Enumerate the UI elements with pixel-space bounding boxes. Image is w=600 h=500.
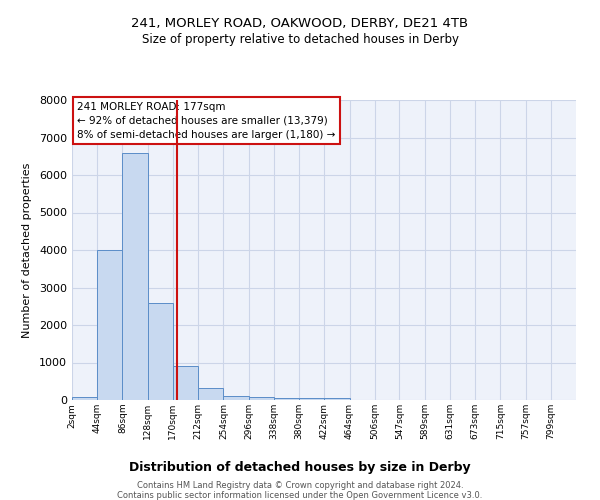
Text: Size of property relative to detached houses in Derby: Size of property relative to detached ho… <box>142 32 458 46</box>
Bar <box>173 366 198 400</box>
Bar <box>299 398 325 400</box>
Bar <box>148 302 173 400</box>
Y-axis label: Number of detached properties: Number of detached properties <box>22 162 32 338</box>
Text: Contains HM Land Registry data © Crown copyright and database right 2024.: Contains HM Land Registry data © Crown c… <box>137 480 463 490</box>
Text: Distribution of detached houses by size in Derby: Distribution of detached houses by size … <box>129 461 471 474</box>
Bar <box>248 397 274 400</box>
Bar <box>325 398 350 400</box>
Bar <box>97 250 122 400</box>
Bar <box>274 398 299 400</box>
Text: Contains public sector information licensed under the Open Government Licence v3: Contains public sector information licen… <box>118 490 482 500</box>
Bar <box>122 152 148 400</box>
Bar <box>198 388 223 400</box>
Bar <box>72 397 97 400</box>
Text: 241, MORLEY ROAD, OAKWOOD, DERBY, DE21 4TB: 241, MORLEY ROAD, OAKWOOD, DERBY, DE21 4… <box>131 18 469 30</box>
Bar <box>223 396 248 400</box>
Text: 241 MORLEY ROAD: 177sqm
← 92% of detached houses are smaller (13,379)
8% of semi: 241 MORLEY ROAD: 177sqm ← 92% of detache… <box>77 102 335 140</box>
